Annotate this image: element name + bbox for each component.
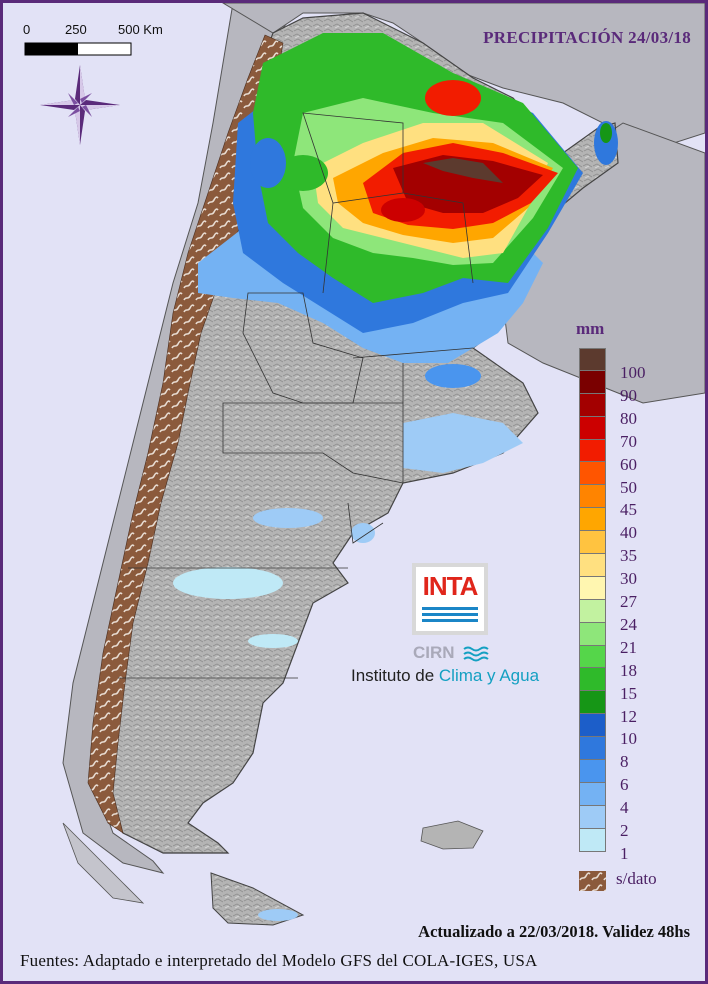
legend-swatch-8: [579, 737, 606, 761]
legend-label-2: 2: [620, 821, 629, 840]
legend-label-18: 18: [620, 660, 637, 680]
legend-swatch-15: [579, 668, 606, 692]
legend-swatch-10: [579, 714, 606, 738]
scale-label-500: 500 Km: [118, 22, 163, 37]
precip-misiones-green: [600, 123, 612, 143]
compass-rose-icon: [40, 65, 120, 145]
water-waves-icon: [463, 646, 489, 662]
legend-swatch-45: [579, 485, 606, 509]
institute-prefix: Instituto de: [351, 666, 439, 685]
legend-swatch-50: [579, 462, 606, 486]
pacific-islands: [62, 822, 145, 904]
legend-label-4: 4: [620, 798, 629, 818]
legend-label-70: 70: [620, 431, 637, 451]
precip-coast: [351, 523, 375, 543]
legend-label-8: 8: [620, 752, 629, 772]
bolivia-paraguay-land: [222, 3, 705, 154]
precipitation-map: [24, 3, 705, 926]
legend-label-10: 10: [620, 729, 637, 749]
precip-tdf: [258, 909, 298, 921]
legend-swatch-4: [579, 782, 606, 806]
province-borders: [118, 112, 474, 854]
legend-no-data-label: s/dato: [616, 869, 657, 888]
precip-pat-2: [173, 567, 283, 599]
legend-label-40: 40: [620, 523, 637, 543]
legend-swatch-18: [579, 645, 606, 669]
legend-label-100: 100: [620, 363, 646, 382]
legend-label-45: 45: [620, 500, 637, 520]
legend-unit: mm: [576, 319, 605, 338]
scale-bar: [24, 42, 132, 56]
legend-label-60: 60: [620, 454, 637, 474]
precip-pampa: [403, 413, 523, 473]
legend-label-30: 30: [620, 569, 637, 589]
legend-swatch-70: [579, 416, 606, 440]
legend-swatch-100: [579, 348, 606, 371]
legend-color-bar: [579, 348, 606, 852]
legend-swatch-80: [579, 393, 606, 417]
legend-label-90: 90: [620, 385, 637, 405]
legend-swatch-60: [579, 439, 606, 463]
legend-label-80: 80: [620, 408, 637, 428]
legend-swatch-90: [579, 370, 606, 394]
inta-logo: INTA: [412, 563, 488, 635]
legend-label-50: 50: [620, 477, 637, 497]
legend-label-21: 21: [620, 637, 637, 657]
cirn-text: CIRN: [413, 643, 455, 662]
legend-swatch-21: [579, 622, 606, 646]
precip-core-red: [381, 198, 425, 222]
cirn-label: CIRN: [413, 643, 493, 663]
legend-swatch-30: [579, 554, 606, 577]
precip-brown: [423, 158, 503, 183]
legend-label-1: 1: [620, 843, 629, 863]
legend-swatch-40: [579, 508, 606, 532]
institute-name: Instituto de Clima y Agua: [351, 666, 539, 686]
inta-logo-text: INTA: [422, 571, 479, 601]
precip-core-north: [425, 80, 481, 116]
legend-swatch-24: [579, 599, 606, 623]
institute-accent: Clima y Agua: [438, 666, 540, 685]
legend-swatch-27: [579, 576, 606, 600]
legend-label-35: 35: [620, 546, 637, 566]
precip-darkred: [393, 155, 543, 213]
malvinas: [420, 820, 484, 850]
legend-label-6: 6: [620, 775, 629, 795]
legend-no-data-swatch: [579, 871, 606, 891]
legend-swatch-1: [579, 828, 606, 852]
update-note: Actualizado a 22/03/2018. Validez 48hs: [418, 922, 690, 941]
precip-blue-west: [250, 138, 286, 188]
legend-label-24: 24: [620, 614, 637, 634]
precip-green-west: [278, 155, 328, 191]
legend-swatch-6: [579, 760, 606, 783]
scale-label-0: 0: [23, 22, 31, 37]
precip-pat-1: [253, 508, 323, 528]
precip-pampa-blue: [425, 364, 481, 388]
scale-label-250: 250: [65, 22, 87, 37]
legend-label-27: 27: [620, 592, 637, 611]
legend-swatch-2: [579, 805, 606, 829]
legend-swatch-35: [579, 531, 606, 555]
legend-label-12: 12: [620, 706, 637, 726]
precip-pat-3: [248, 634, 298, 648]
map-title: PRECIPITACIÓN 24/03/18: [483, 28, 691, 47]
legend-swatch-12: [579, 691, 606, 715]
sources-note: Fuentes: Adaptado e interpretado del Mod…: [20, 951, 538, 970]
legend-label-15: 15: [620, 683, 637, 703]
